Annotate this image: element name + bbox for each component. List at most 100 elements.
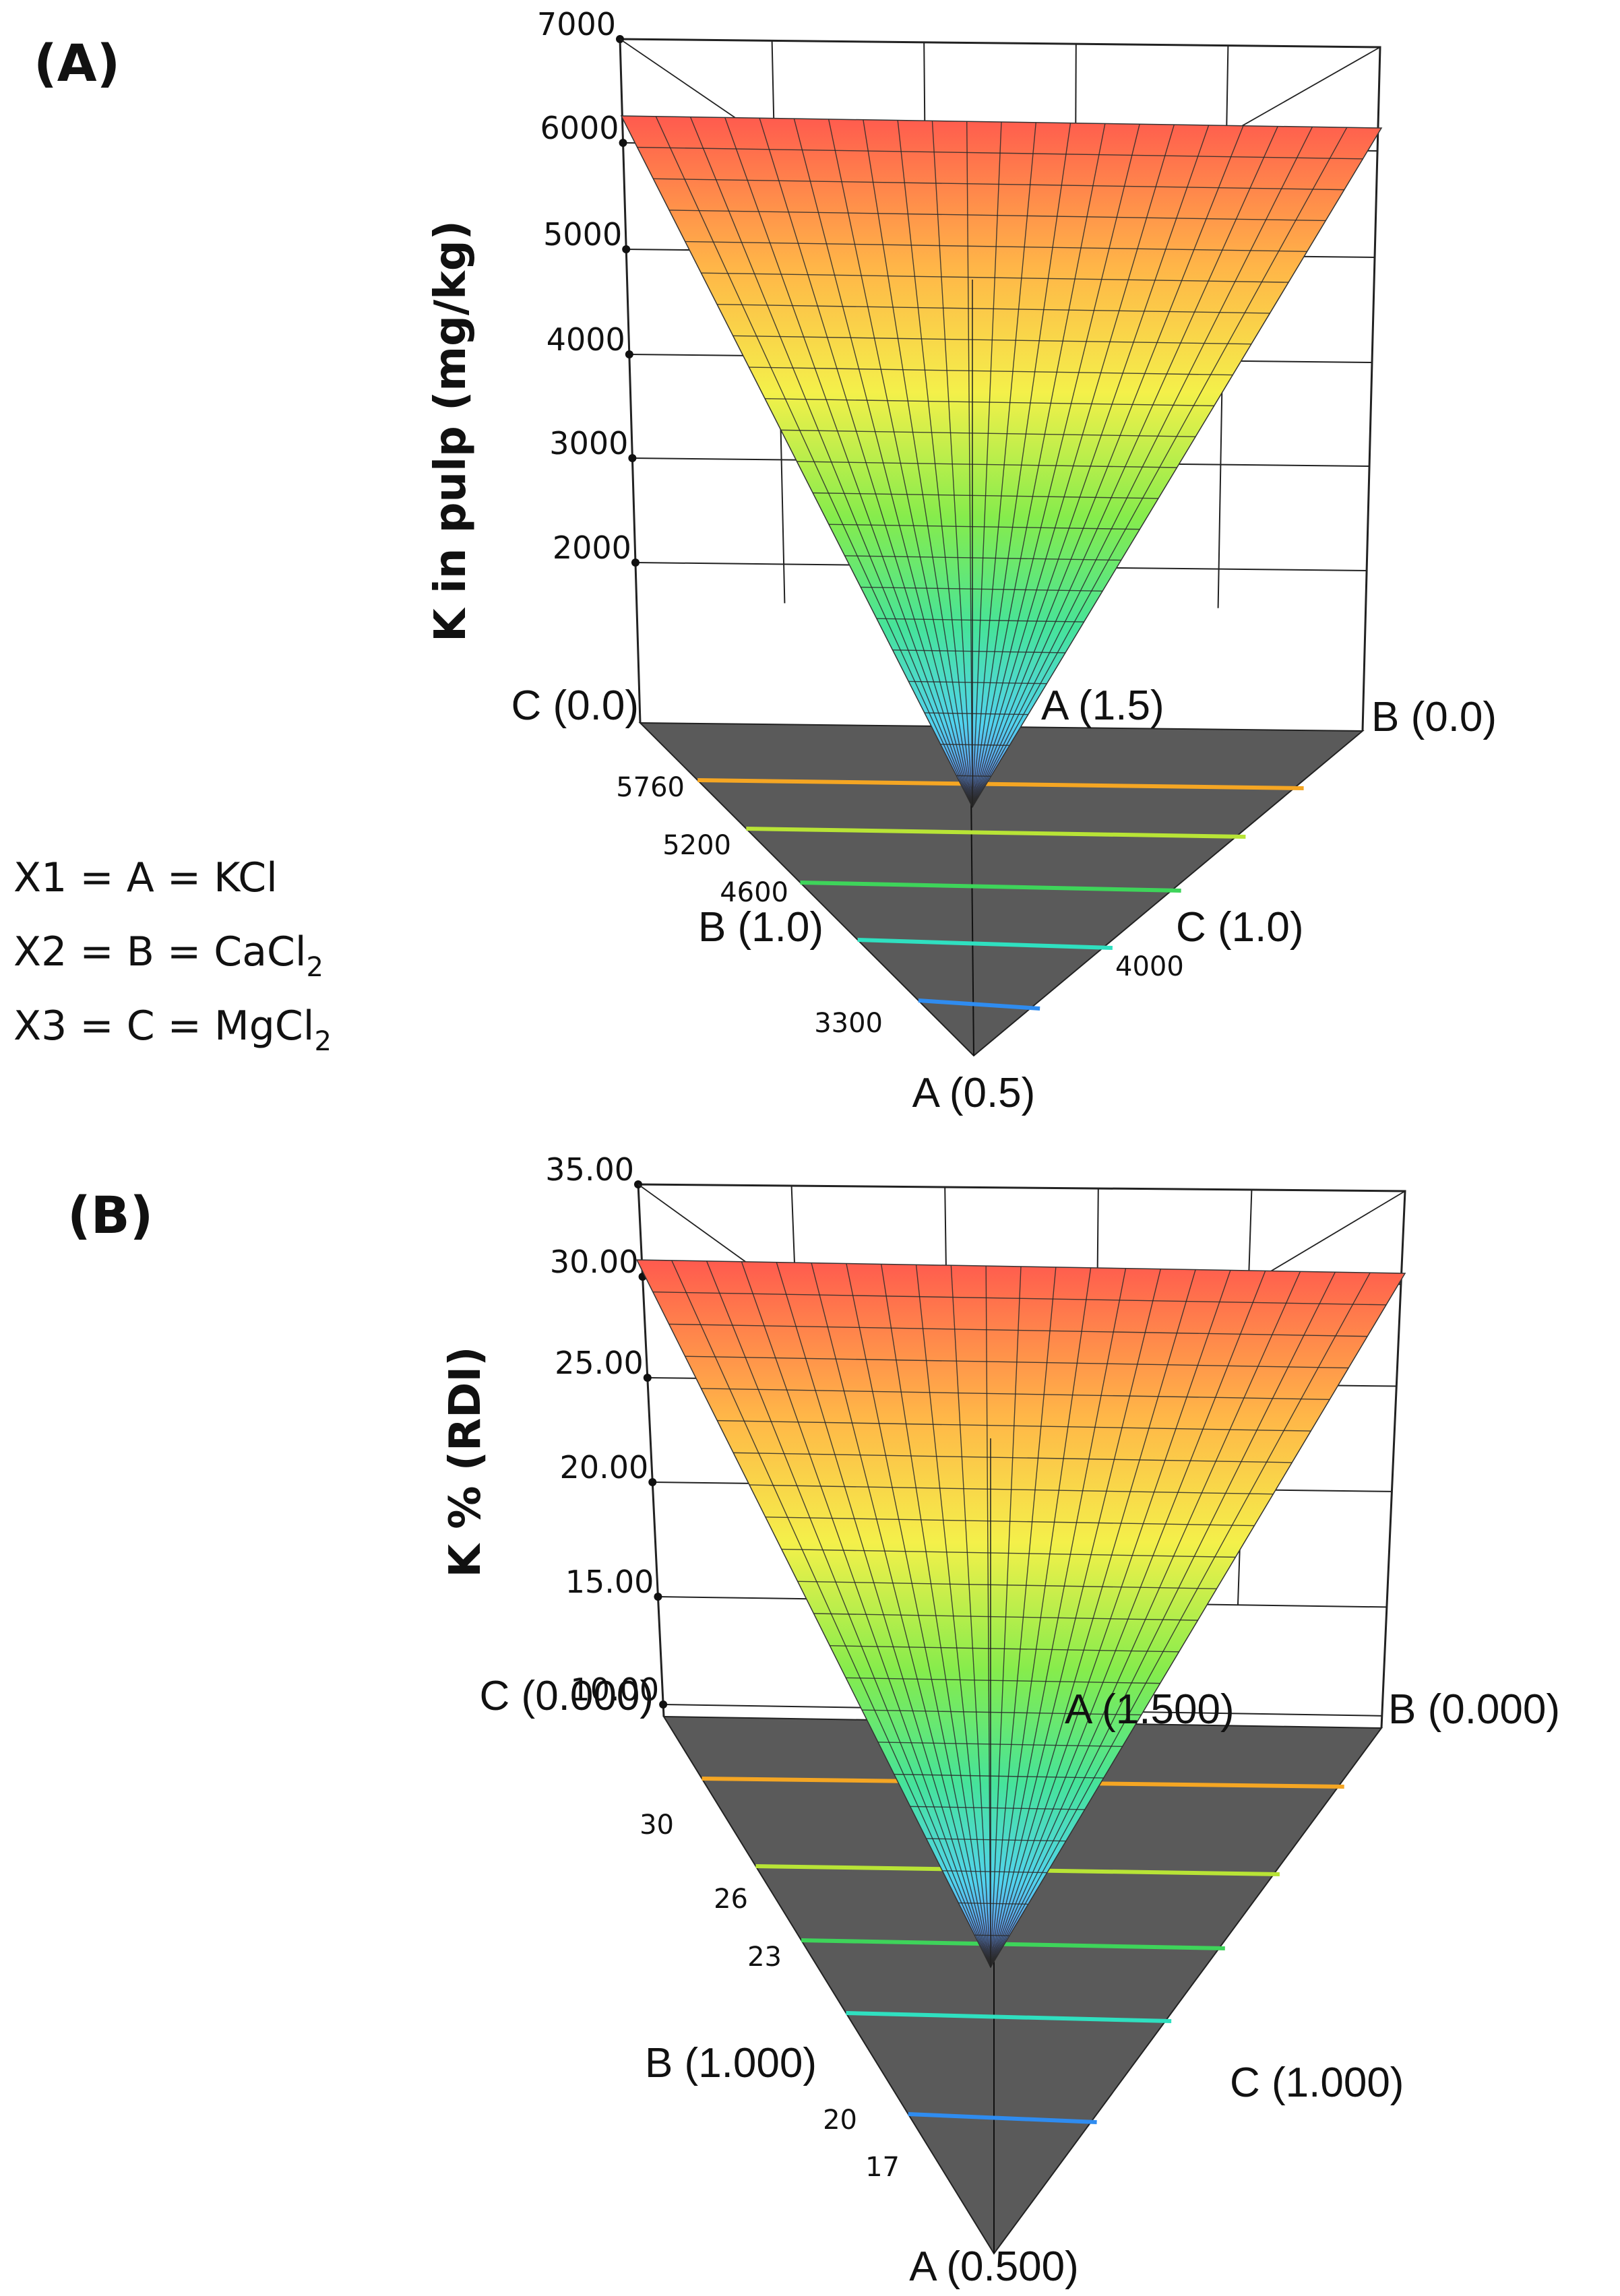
mesh-line — [741, 1261, 991, 1968]
panel-a-z-ticks: 7000 6000 5000 4000 3000 2000 — [537, 6, 640, 567]
mesh-line — [990, 1269, 1196, 1968]
panel-a-contour-label: 4600 — [720, 877, 788, 908]
z-tick-label: 7000 — [537, 6, 616, 42]
panel-b-surface-mesh — [652, 1260, 1387, 1968]
z-tick-label: 20.00 — [560, 1449, 649, 1486]
z-tick-mark — [631, 559, 640, 567]
panel-a-vertex-top-right: B (0.0) — [1371, 694, 1497, 740]
mesh-line — [990, 1270, 1231, 1968]
mesh-line — [846, 1263, 991, 1968]
panel-a: (A) K in pulp (mg/kg) 7000 6000 5000 4000 30… — [34, 6, 1497, 1116]
mesh-line — [897, 120, 973, 808]
mesh-line — [990, 1272, 1371, 1968]
mesh-line — [972, 124, 1175, 808]
mesh-line — [972, 125, 1210, 808]
panel-a-contour-label: 4000 — [1115, 951, 1184, 982]
mesh-line — [655, 116, 973, 808]
contour-line — [908, 2112, 1097, 2124]
contour-line — [846, 2011, 1172, 2023]
panel-b: (B) K % (RDI) 35.00 30.00 25.00 20.00 15.00 1… — [67, 1151, 1560, 2290]
mesh-line — [706, 1261, 991, 1968]
gridline-horizontal — [619, 38, 1381, 48]
panel-b-contour-label: 26 — [714, 1884, 748, 1915]
panel-a-contour-label: 5760 — [616, 772, 685, 803]
z-tick-label: 4000 — [547, 321, 625, 358]
panel-a-vertex-bottom: A (0.5) — [912, 1070, 1036, 1116]
mesh-line — [759, 118, 973, 808]
mesh-line — [828, 119, 973, 808]
mesh-line — [950, 1265, 991, 1968]
contour-line — [801, 1938, 1225, 1950]
contour-line — [697, 778, 1304, 790]
z-tick-mark — [643, 1374, 652, 1382]
z-tick-label: 5000 — [543, 216, 622, 253]
z-tick-mark — [625, 350, 633, 358]
mesh-line — [972, 123, 1106, 808]
panel-b-contour-label: 30 — [640, 1810, 674, 1841]
contour-line — [800, 881, 1181, 893]
factor-legend: X1 = A = KCl X2 = B = CaCl2 X3 = C = MgC… — [13, 854, 332, 1057]
mesh-line — [972, 123, 1071, 808]
z-tick-mark — [648, 1478, 657, 1486]
z-tick-label: 3000 — [549, 425, 628, 461]
z-tick-mark — [619, 139, 627, 147]
mesh-line — [990, 1269, 1161, 1968]
mesh-line — [724, 117, 973, 808]
mesh-line — [793, 118, 973, 808]
mesh-line — [972, 121, 1002, 808]
gridline-horizontal — [637, 1184, 1406, 1192]
z-tick-label: 35.00 — [545, 1151, 634, 1188]
panel-a-surface-mesh — [637, 116, 1363, 808]
panel-a-contour-label: 5200 — [662, 830, 731, 861]
mesh-line — [863, 119, 973, 808]
mesh-line — [671, 1260, 991, 1968]
panel-b-contour-label: 23 — [747, 1942, 782, 1973]
legend-row-x1: X1 = A = KCl — [13, 854, 278, 901]
panel-b-contour-label: 20 — [823, 2105, 857, 2136]
mesh-line — [985, 1266, 991, 1968]
panel-b-z-ticks: 35.00 30.00 25.00 20.00 15.00 10.00 — [545, 1151, 668, 1709]
z-tick-label: 15.00 — [565, 1564, 654, 1600]
mesh-line — [990, 1267, 1057, 1968]
panel-b-label: (B) — [67, 1185, 153, 1245]
z-tick-mark — [622, 245, 631, 253]
z-tick-label: 25.00 — [555, 1345, 644, 1381]
mesh-line — [915, 1265, 991, 1968]
z-tick-mark — [628, 454, 637, 462]
mesh-line — [811, 1263, 991, 1968]
z-tick-label: 6000 — [540, 110, 619, 146]
panel-a-contours — [697, 778, 1304, 1011]
panel-b-vertex-top-right: B (0.000) — [1388, 1686, 1560, 1733]
legend-row-x3: X3 = C = MgCl2 — [13, 1002, 332, 1057]
panel-b-vertex-bottom: A (0.500) — [909, 2243, 1079, 2290]
panel-b-contour-label: 17 — [865, 2152, 900, 2183]
panel-b-vertex-top-center: A (1.500) — [1065, 1686, 1235, 1733]
panel-b-z-axis-label: K % (RDI) — [441, 1347, 491, 1578]
mesh-line — [990, 1271, 1336, 1968]
contour-line — [918, 998, 1040, 1011]
contour-line — [857, 938, 1113, 950]
mesh-line — [689, 117, 973, 808]
mesh-line — [972, 127, 1348, 808]
panel-a-vertex-mid-left: B (1.0) — [698, 904, 823, 951]
mesh-line — [972, 127, 1313, 808]
panel-a-contour-label: 3300 — [814, 1008, 883, 1039]
mesh-line — [990, 1271, 1301, 1968]
panel-b-vertex-top-left: C (0.000) — [480, 1673, 654, 1719]
mesh-line — [776, 1262, 991, 1968]
z-tick-label: 2000 — [553, 530, 631, 566]
panel-a-z-axis-label: K in pulp (mg/kg) — [426, 220, 476, 642]
contour-line — [746, 827, 1246, 839]
panel-a-vertex-mid-right: C (1.0) — [1176, 904, 1303, 951]
panel-a-label: (A) — [34, 33, 120, 93]
z-tick-label: 10.00 — [570, 1671, 659, 1708]
panel-b-vertex-mid-right: C (1.000) — [1230, 2060, 1404, 2106]
mesh-line — [881, 1264, 991, 1968]
mesh-line — [990, 1266, 1022, 1968]
z-tick-mark — [659, 1700, 668, 1709]
legend-row-x2: X2 = B = CaCl2 — [13, 928, 323, 983]
panel-a-vertex-top-center: A (1.5) — [1041, 682, 1164, 729]
z-tick-mark — [654, 1593, 662, 1601]
mesh-line — [990, 1267, 1092, 1968]
